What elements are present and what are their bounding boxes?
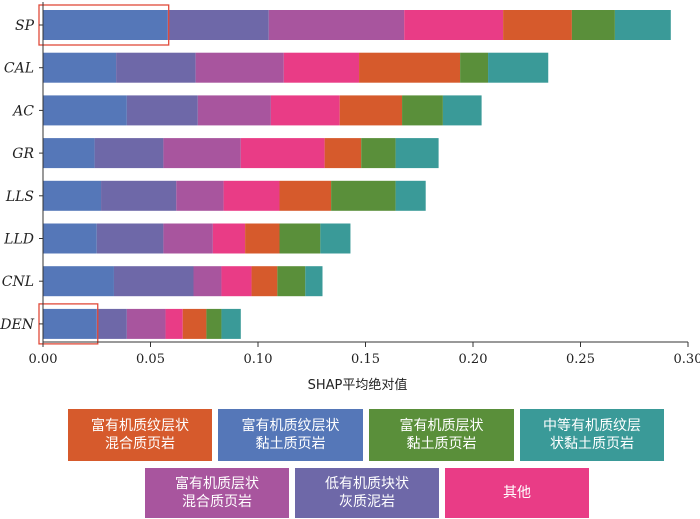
bar-lld-s4	[245, 223, 280, 254]
legend-item: 富有机质层状 混合质页岩	[145, 468, 289, 518]
bar-lls-s0	[43, 180, 102, 211]
bar-cnl-s2	[193, 266, 222, 297]
bar-lls-s4	[279, 180, 332, 211]
bar-lld-s2	[163, 223, 213, 254]
bar-sp-s4	[503, 10, 572, 40]
bar-lld-s3	[212, 223, 246, 254]
bar-ac-s4	[339, 95, 403, 126]
bar-lld-s1	[96, 223, 164, 254]
legend-item: 中等有机质纹层 状黏土质页岩	[520, 409, 664, 461]
bar-sp-s6	[614, 10, 671, 40]
bar-lld-s6	[320, 223, 351, 254]
legend-item: 富有机质层状 黏土质页岩	[369, 409, 514, 461]
bar-sp-s5	[571, 10, 615, 40]
bar-cnl-s3	[221, 266, 252, 297]
bar-den-s6	[221, 308, 241, 339]
bar-ac-s6	[442, 95, 482, 126]
y-tick-label: DEN	[0, 317, 35, 333]
y-tick-label: AC	[11, 103, 34, 119]
chart-plot-area: SP CAL AC GR LLS LLD CNL DEN 0.00 0.05 0.10 0.15 0.2…	[0, 2, 700, 393]
bar-lld-s0	[43, 223, 97, 254]
bar-cnl-s5	[277, 266, 306, 297]
bar-gr-s6	[395, 138, 439, 169]
y-tick-label: SP	[15, 18, 35, 34]
legend-item: 其他	[445, 468, 589, 518]
bar-lls-s2	[176, 180, 224, 211]
x-tick-label: 0.15	[351, 352, 380, 367]
x-tick-label: 0.00	[29, 352, 58, 367]
bar-sp-s2	[268, 10, 405, 40]
bar-gr-s2	[163, 138, 241, 169]
bar-den-s3	[165, 308, 183, 339]
bar-gr-s4	[324, 138, 362, 169]
y-tick-label: CAL	[4, 61, 34, 77]
bar-cnl-s0	[43, 266, 114, 297]
bar-ac-s0	[43, 95, 127, 126]
bar-den-s2	[126, 308, 166, 339]
bar-gr-s3	[240, 138, 325, 169]
bar-cal-s1	[116, 52, 196, 83]
bar-lls-s1	[101, 180, 177, 211]
bar-cnl-s1	[113, 266, 194, 297]
x-tick-label: 0.20	[459, 352, 488, 367]
bar-den-s1	[96, 308, 127, 339]
bar-gr-s1	[94, 138, 164, 169]
bar-cal-s0	[43, 52, 117, 83]
bar-den-s5	[206, 308, 222, 339]
bar-den-s4	[182, 308, 207, 339]
bar-cnl-s4	[251, 266, 278, 297]
bar-cal-s6	[488, 52, 549, 83]
bar-cal-s2	[195, 52, 284, 83]
x-tick-label: 0.10	[244, 352, 273, 367]
bar-ac-s5	[402, 95, 443, 126]
bar-ac-s2	[197, 95, 271, 126]
bar-cal-s4	[359, 52, 461, 83]
bar-den-s0	[43, 308, 97, 339]
legend-item: 富有机质纹层状 混合质页岩	[68, 409, 212, 461]
bar-lld-s5	[279, 223, 321, 254]
bar-sp-s3	[404, 10, 504, 40]
bar-sp-s0	[43, 10, 168, 40]
y-tick-label: LLS	[5, 189, 34, 205]
x-tick-label: 0.25	[566, 352, 595, 367]
y-tick-label: GR	[12, 146, 34, 162]
bar-gr-s5	[361, 138, 396, 169]
bar-cal-s3	[283, 52, 360, 83]
bar-ac-s3	[270, 95, 340, 126]
bar-lls-s3	[223, 180, 280, 211]
bar-lls-s6	[395, 180, 426, 211]
y-tick-label: LLD	[3, 232, 34, 248]
x-tick-label: 0.05	[136, 352, 165, 367]
x-tick-label: 0.30	[674, 352, 700, 367]
bar-sp-s1	[167, 10, 269, 40]
x-axis-label: SHAP平均绝对值	[308, 377, 408, 393]
bar-ac-s1	[126, 95, 198, 126]
bar-cal-s5	[460, 52, 489, 83]
bar-lls-s5	[331, 180, 396, 211]
bar-gr-s0	[43, 138, 95, 169]
y-tick-label: CNL	[2, 274, 34, 290]
legend-item: 低有机质块状 灰质泥岩	[295, 468, 439, 518]
legend-item: 富有机质纹层状 黏土质页岩	[218, 409, 363, 461]
bar-cnl-s6	[305, 266, 323, 297]
